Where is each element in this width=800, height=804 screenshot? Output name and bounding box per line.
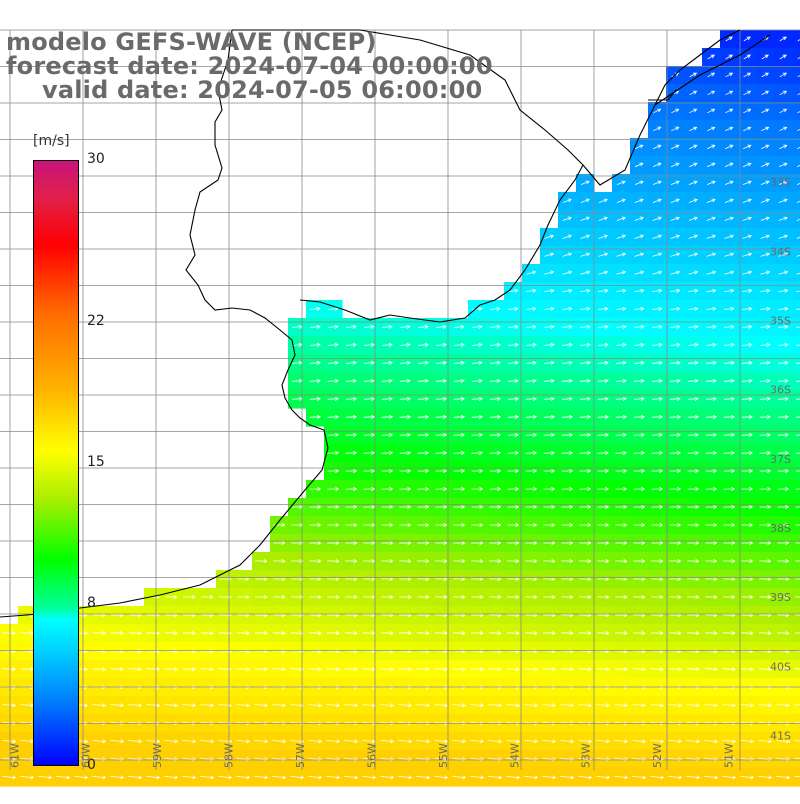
colorbar-tick-label: 30 (87, 151, 105, 167)
speed-cell (756, 66, 775, 85)
longitude-label: 51W (723, 743, 736, 768)
speed-cell (792, 66, 800, 85)
valid-date: valid date: 2024-07-05 06:00:00 (6, 78, 493, 102)
speed-cell (792, 174, 800, 193)
latitude-label: 41S (770, 729, 791, 742)
speed-cell (792, 120, 800, 139)
speed-cell (792, 642, 800, 661)
colorbar-tick-label: 15 (87, 454, 105, 470)
speed-cell (738, 84, 757, 103)
speed-cell (756, 102, 775, 121)
latitude-label: 37S (770, 453, 791, 466)
longitude-label: 55W (437, 743, 450, 768)
speed-cell (684, 84, 703, 103)
latitude-label: 40S (770, 660, 791, 673)
speed-cell (792, 138, 800, 157)
longitude-label: 58W (223, 743, 236, 768)
model-title: modelo GEFS-WAVE (NCEP) (6, 30, 493, 54)
longitude-label: 59W (151, 743, 164, 768)
speed-cell (792, 660, 800, 679)
speed-cell (792, 768, 800, 787)
longitude-label: 53W (580, 743, 593, 768)
speed-cell (756, 48, 775, 67)
speed-cell (666, 102, 685, 121)
speed-cell (774, 30, 793, 49)
colorbar-tick-label: 8 (87, 595, 96, 611)
speed-cell (774, 84, 793, 103)
speed-cell (720, 84, 739, 103)
latitude-label: 34S (770, 245, 791, 258)
colorbar (33, 160, 79, 766)
wind-speed-field (0, 30, 800, 787)
longitude-label: 56W (365, 743, 378, 768)
speed-cell (792, 192, 800, 211)
speed-cell (792, 732, 800, 751)
speed-cell (792, 750, 800, 769)
speed-cell (720, 102, 739, 121)
speed-cell (792, 30, 800, 49)
speed-cell (666, 120, 685, 139)
speed-cell (792, 228, 800, 247)
speed-cell (792, 84, 800, 103)
speed-cell (648, 120, 667, 139)
colorbar-unit: [m/s] (33, 133, 70, 149)
colorbar-tick-label: 0 (87, 757, 96, 773)
speed-cell (648, 102, 667, 121)
speed-cell (756, 84, 775, 103)
map-title-block: modelo GEFS-WAVE (NCEP) forecast date: 2… (6, 30, 493, 102)
latitude-label: 39S (770, 591, 791, 604)
speed-cell (792, 102, 800, 121)
latitude-label: 38S (770, 522, 791, 535)
speed-cell (774, 102, 793, 121)
speed-cell (792, 696, 800, 715)
speed-cell (684, 102, 703, 121)
latitude-label: 35S (770, 314, 791, 327)
longitude-label: 61W (8, 743, 21, 768)
longitude-label: 57W (294, 743, 307, 768)
latitude-label: 36S (770, 384, 791, 397)
speed-cell (720, 66, 739, 85)
speed-cell (774, 48, 793, 67)
speed-cell (738, 102, 757, 121)
longitude-label: 54W (508, 743, 521, 768)
speed-cell (702, 84, 721, 103)
speed-cell (738, 66, 757, 85)
longitude-label: 52W (651, 743, 664, 768)
speed-cell (774, 66, 793, 85)
colorbar-tick-label: 22 (87, 313, 105, 329)
speed-cell (702, 102, 721, 121)
latitude-label: 33S (770, 176, 791, 189)
forecast-date: forecast date: 2024-07-04 00:00:00 (6, 54, 493, 78)
speed-cell (720, 30, 739, 49)
speed-cell (756, 30, 775, 49)
speed-cell (792, 156, 800, 175)
speed-cell (792, 48, 800, 67)
